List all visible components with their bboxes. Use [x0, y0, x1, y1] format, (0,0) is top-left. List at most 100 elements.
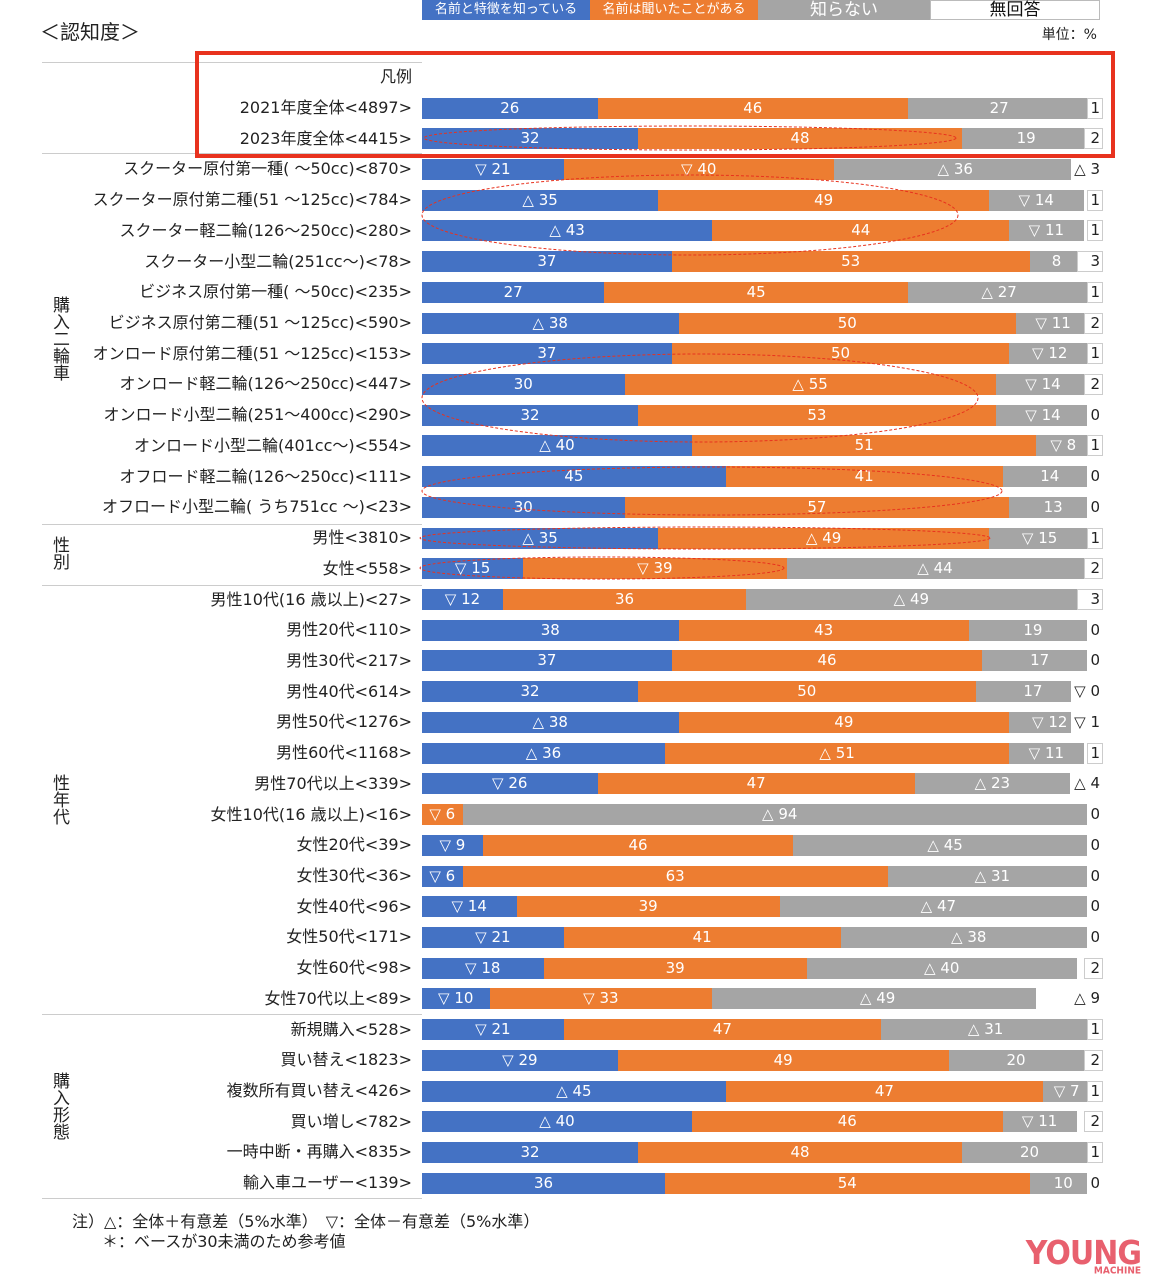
- bar-unknown: △ 44: [786, 558, 1084, 580]
- bar-unknown: 10: [1029, 1172, 1097, 1194]
- bar-unknown: ▽ 12: [1009, 711, 1091, 733]
- bar-no-answer: 1: [1087, 97, 1103, 119]
- bar-know: 36: [422, 1172, 665, 1194]
- row-label: 男性20代<110>: [286, 620, 412, 640]
- bar-unknown: ▽ 14: [995, 404, 1091, 426]
- legend-heard: 名前は聞いたことがある: [590, 0, 758, 20]
- bar-know: 30: [422, 373, 625, 395]
- bar-unknown: △ 27: [908, 281, 1091, 303]
- row-label: 女性<558>: [322, 558, 412, 578]
- bar-no-answer: 0: [1087, 926, 1103, 948]
- bar-unknown: ▽ 14: [995, 373, 1091, 395]
- row-label: 2023年度全体<4415>: [239, 128, 412, 148]
- bar-heard: 50: [638, 681, 976, 703]
- row-label: 女性70代以上<89>: [264, 988, 412, 1008]
- bar-heard: △ 51: [665, 742, 1010, 764]
- bar-heard: △ 49: [658, 527, 989, 549]
- bar-know: ▽ 29: [422, 1049, 618, 1071]
- bar-heard: 46: [671, 650, 983, 672]
- bar-no-answer: 1: [1087, 220, 1103, 242]
- bar-unknown: 19: [968, 619, 1097, 641]
- note-reference: ＊：ベースが30未満のため参考値: [102, 1232, 346, 1251]
- bar-know: ▽ 18: [422, 957, 544, 979]
- row-label: 男性30代<217>: [286, 650, 412, 670]
- bar-no-answer: ▽ 0: [1071, 681, 1103, 703]
- bar-heard: 54: [665, 1172, 1030, 1194]
- bar-heard: 46: [692, 1111, 1003, 1133]
- bar-unknown: 19: [962, 128, 1091, 150]
- bar-no-answer: 0: [1087, 834, 1103, 856]
- bar-no-answer: 1: [1087, 343, 1103, 365]
- bar-know: ▽ 9: [422, 834, 483, 856]
- group-divider: [42, 1014, 422, 1015]
- bar-no-answer: △ 3: [1071, 158, 1103, 180]
- bar-heard: △ 55: [624, 373, 996, 395]
- bar-heard: 47: [563, 1019, 881, 1041]
- bar-know: △ 40: [422, 1111, 692, 1133]
- bar-heard: 50: [671, 343, 1010, 365]
- bar-no-answer: 1: [1087, 1019, 1103, 1041]
- bar-no-answer: △ 9: [1036, 988, 1103, 1010]
- bar-unknown: △ 47: [779, 896, 1097, 918]
- bar-unknown: ▽ 12: [1009, 343, 1091, 365]
- bar-heard: ▽ 39: [523, 558, 787, 580]
- bar-no-answer: 2: [1083, 957, 1103, 979]
- bar-know: ▽ 15: [422, 558, 524, 580]
- bar-no-answer: 0: [1087, 804, 1103, 826]
- bar-know: △ 40: [422, 435, 692, 457]
- bar-heard: 47: [725, 1080, 1043, 1102]
- bar-know: ▽ 21: [422, 926, 564, 948]
- bar-unknown: ▽ 7: [1043, 1080, 1091, 1102]
- bar-know: △ 36: [422, 742, 665, 764]
- bar-no-answer: 2: [1083, 1049, 1103, 1071]
- bar-unknown: ▽ 11: [1002, 1111, 1077, 1133]
- bar-unknown: ▽ 8: [1036, 435, 1091, 457]
- row-label: スクーター小型二輪(251cc～)<78>: [144, 251, 412, 271]
- row-label: 女性60代<98>: [296, 958, 412, 978]
- bar-know: 27: [422, 281, 605, 303]
- row-label: スクーター原付第一種( ～50cc)<870>: [123, 159, 412, 179]
- bar-unknown: △ 31: [887, 865, 1097, 887]
- highlight-ellipse-onroad: [421, 353, 979, 443]
- row-label: 新規購入<528>: [290, 1019, 412, 1039]
- group-label: 性年代: [49, 773, 69, 825]
- legend-know: 名前と特徴を知っている: [422, 0, 590, 20]
- bar-no-answer: △ 4: [1070, 773, 1103, 795]
- row-label: 男性50代<1276>: [276, 712, 412, 732]
- bar-know: △ 38: [422, 711, 679, 733]
- bar-heard: 36: [503, 589, 746, 611]
- highlight-ellipse-scooter: [421, 174, 959, 256]
- bar-no-answer: 3: [1076, 589, 1103, 611]
- bar-heard: 41: [725, 466, 1003, 488]
- bar-know: ▽ 21: [422, 1019, 564, 1041]
- row-label: 女性50代<171>: [286, 927, 412, 947]
- bar-no-answer: 0: [1087, 496, 1103, 518]
- bar-no-answer: 1: [1087, 1141, 1103, 1163]
- bar-know: 32: [422, 128, 638, 150]
- bar-know: △ 45: [422, 1080, 726, 1102]
- bar-heard: 46: [597, 97, 908, 119]
- row-label: オンロード小型二輪(251～400cc)<290>: [103, 405, 412, 425]
- row-label: ビジネス原付第二種(51 ～125cc)<590>: [108, 313, 412, 333]
- bar-unknown: △ 31: [881, 1019, 1091, 1041]
- group-label: 性別: [49, 536, 69, 571]
- bar-unknown: ▽ 11: [1009, 220, 1084, 242]
- bar-heard: 41: [563, 926, 841, 948]
- row-label: 女性30代<36>: [296, 866, 412, 885]
- bar-unknown: △ 49: [746, 589, 1077, 611]
- bar-unknown: 17: [975, 681, 1091, 703]
- bar-know: 37: [422, 251, 672, 273]
- row-label: オンロード軽二輪(126～250cc)<447>: [119, 374, 412, 394]
- bar-heard: 45: [604, 281, 908, 303]
- bar-unknown: △ 23: [914, 773, 1070, 795]
- row-label: 2021年度全体<4897>: [239, 98, 412, 117]
- bar-no-answer: 2: [1083, 128, 1103, 150]
- bar-unknown: △ 38: [840, 926, 1097, 948]
- bar-no-answer: 2: [1083, 1111, 1103, 1133]
- row-label: オフロード軽二輪(126～250cc)<111>: [119, 466, 412, 486]
- bar-no-answer: 1: [1087, 1080, 1103, 1102]
- group-divider: [42, 524, 422, 525]
- row-label: 一時中断・再購入<835>: [226, 1142, 412, 1162]
- note-significance: 注）△：全体＋有意差（5%水準） ▽：全体－有意差（5%水準）: [72, 1212, 540, 1231]
- group-label: 購入形態: [49, 1072, 69, 1141]
